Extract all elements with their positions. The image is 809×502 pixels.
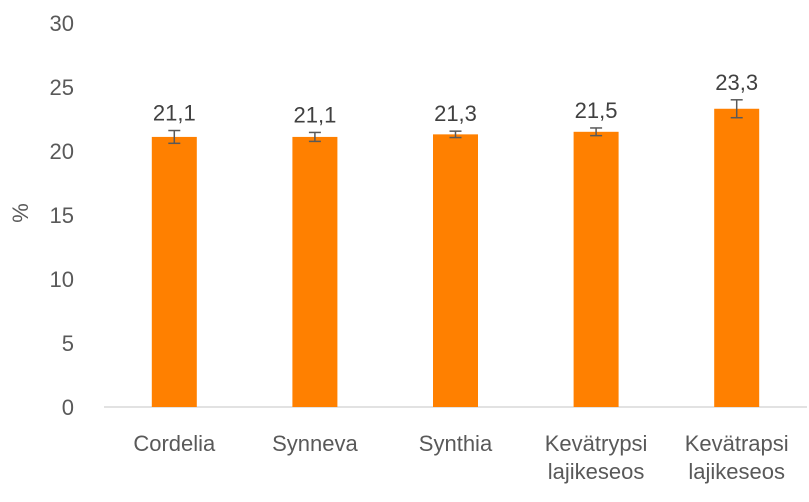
bar bbox=[714, 108, 760, 407]
y-tick-label: 20 bbox=[50, 139, 74, 164]
y-axis-ticks: 0 5 10 15 20 25 30 bbox=[50, 11, 74, 420]
category-label: lajikeseos bbox=[688, 459, 785, 484]
category-label: Synthia bbox=[419, 431, 493, 456]
category-label: Kevätrypsi bbox=[545, 431, 648, 456]
bars-group bbox=[151, 108, 760, 408]
data-label: 23,3 bbox=[715, 70, 758, 95]
error-bars-group bbox=[168, 99, 743, 145]
bar bbox=[292, 136, 338, 408]
y-tick-label: 10 bbox=[50, 267, 74, 292]
y-tick-label: 0 bbox=[62, 395, 74, 420]
bar bbox=[151, 136, 197, 408]
category-label: Kevätrapsi bbox=[685, 431, 789, 456]
y-tick-label: 15 bbox=[50, 203, 74, 228]
data-label: 21,5 bbox=[575, 98, 618, 123]
data-labels-group: 21,1 21,1 21,3 21,5 23,3 bbox=[153, 70, 758, 128]
category-labels-group: Cordelia Synneva Synthia Kevätrypsi lajikese… bbox=[133, 431, 788, 484]
data-label: 21,1 bbox=[293, 102, 336, 127]
category-label: lajikeseos bbox=[548, 459, 645, 484]
bar bbox=[573, 131, 619, 408]
data-label: 21,3 bbox=[434, 101, 477, 126]
y-tick-label: 25 bbox=[50, 75, 74, 100]
category-label: Synneva bbox=[272, 431, 358, 456]
y-tick-label: 5 bbox=[62, 331, 74, 356]
y-axis-title: % bbox=[8, 203, 33, 223]
category-label: Cordelia bbox=[133, 431, 216, 456]
y-tick-label: 30 bbox=[50, 11, 74, 36]
bar bbox=[433, 134, 478, 408]
data-label: 21,1 bbox=[153, 101, 196, 126]
